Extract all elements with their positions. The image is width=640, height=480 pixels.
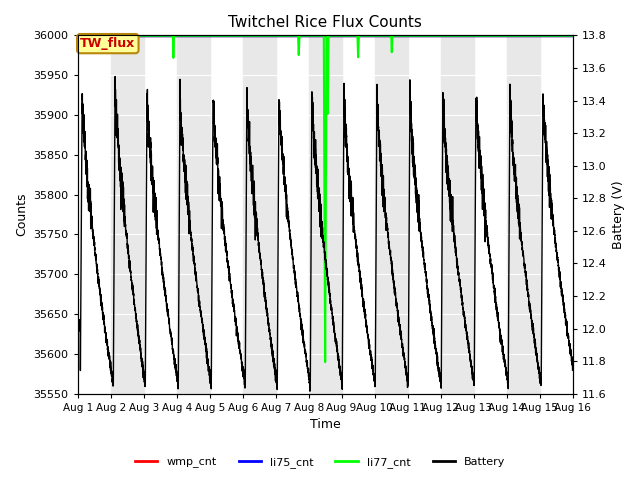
Bar (374, 36, 408, 394)
Bar (243, 36, 276, 394)
Bar (177, 36, 210, 394)
X-axis label: Time: Time (310, 419, 340, 432)
Text: TW_flux: TW_flux (80, 37, 136, 50)
Legend: wmp_cnt, li75_cnt, li77_cnt, Battery: wmp_cnt, li75_cnt, li77_cnt, Battery (131, 452, 509, 472)
Bar (440, 36, 474, 394)
Y-axis label: Counts: Counts (15, 193, 28, 236)
Y-axis label: Battery (V): Battery (V) (612, 180, 625, 249)
Bar (111, 36, 144, 394)
Bar (308, 36, 342, 394)
Title: Twitchel Rice Flux Counts: Twitchel Rice Flux Counts (228, 15, 422, 30)
Bar (507, 36, 540, 394)
